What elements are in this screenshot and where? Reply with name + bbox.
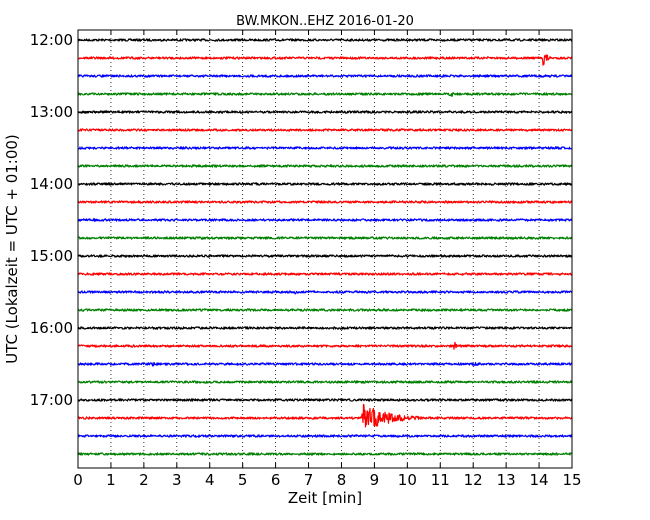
x-tick-label: 5 [238,471,248,489]
x-tick-label: 12 [464,471,483,489]
x-tick-label: 9 [370,471,380,489]
trace-1430 [77,217,573,222]
plot-frame [77,29,573,469]
trace-1500 [77,254,573,258]
seismic-traces [77,38,573,456]
x-tick-label: 10 [398,471,417,489]
trace-1245 [77,91,573,98]
x-tick-label: 7 [304,471,314,489]
trace-1330 [77,145,573,150]
x-tick-label: 4 [205,471,215,489]
y-axis-label: UTC (Lokalzeit = UTC + 01:00) [3,134,21,364]
x-tick-label: 2 [139,471,149,489]
trace-1600 [77,326,573,330]
trace-1300 [77,110,573,114]
x-tick-label: 3 [172,471,182,489]
y-tick-label: 14:00 [30,175,73,193]
y-tick-label: 17:00 [30,391,73,409]
x-tick-label: 0 [73,471,83,489]
trace-1400 [77,182,573,186]
x-tick-label: 6 [271,471,281,489]
trace-1315 [77,128,573,132]
x-tick-label: 14 [530,471,549,489]
trace-1515 [77,272,573,276]
x-tick-label: 13 [497,471,516,489]
x-axis-ticks: 0 1 2 3 4 5 6 7 8 9 10 11 12 13 14 15 [73,30,582,489]
trace-1215 [77,54,573,66]
x-tick-label: 8 [337,471,347,489]
trace-1745 [77,452,573,456]
trace-1615 [77,341,573,350]
trace-1345 [77,164,573,168]
trace-1715 [77,403,573,428]
trace-1730 [77,434,573,438]
trace-1200 [77,38,573,42]
trace-1630 [77,361,573,367]
trace-1700 [77,398,573,402]
trace-1545 [77,308,573,312]
trace-1530 [77,290,573,295]
trace-1230 [77,74,573,78]
trace-1445 [77,236,573,240]
y-tick-label: 13:00 [30,103,73,121]
y-tick-label: 12:00 [30,31,73,49]
x-tick-label: 15 [562,471,581,489]
trace-1415 [77,200,573,204]
y-axis-ticks: 12:00 13:00 14:00 15:00 16:00 17:00 [30,31,572,409]
trace-1645 [77,380,573,384]
x-axis-label: Zeit [min] [288,489,362,507]
y-tick-label: 16:00 [30,319,73,337]
grid-lines [110,30,540,468]
y-tick-label: 15:00 [30,247,73,265]
x-tick-label: 1 [106,471,116,489]
chart-title: BW.MKON..EHZ 2016-01-20 [236,14,414,29]
x-tick-label: 11 [431,471,450,489]
